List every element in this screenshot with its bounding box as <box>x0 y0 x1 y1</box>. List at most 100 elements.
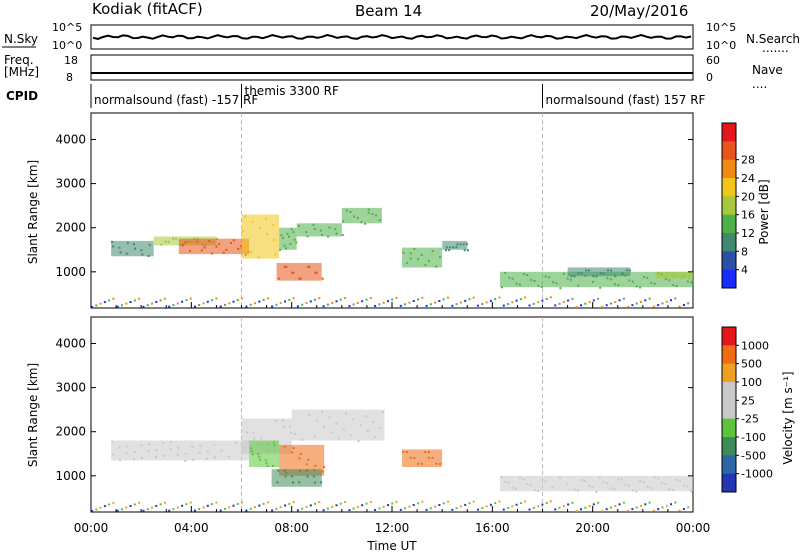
ground-scatter-pixel <box>481 303 484 305</box>
echo-pixel <box>625 269 628 272</box>
ground-scatter-pixel <box>622 501 625 504</box>
cpid-segment-1: themis 3300 RF <box>245 84 339 98</box>
noise-trace <box>92 33 692 40</box>
echo-pixel <box>240 245 243 248</box>
ground-scatter-pixel <box>155 504 158 507</box>
echo-pixel <box>621 272 624 275</box>
ground-scatter-pixel <box>275 303 278 306</box>
ground-scatter-pixel <box>318 297 321 300</box>
velocity-panel: 1000 2000 3000 4000 00:00 04:00 08:00 12:00 16:… <box>26 316 795 553</box>
ground-scatter-pixel <box>622 297 625 300</box>
echo-pixel <box>342 220 345 223</box>
ground-scatter-pixel <box>352 507 355 510</box>
echo-pixel <box>293 432 296 435</box>
echo-pixel <box>628 269 631 272</box>
echo-pixel <box>272 441 275 444</box>
ground-scatter-pixel <box>571 297 574 300</box>
echo-pixel <box>126 241 129 244</box>
ground-scatter-pixel <box>515 299 518 302</box>
ground-scatter-pixel <box>258 504 261 507</box>
colorbar-swatch <box>722 418 736 438</box>
echo-pixel <box>315 419 318 422</box>
echo-pixel <box>424 451 427 453</box>
colorbar-swatch <box>722 363 736 383</box>
echo-pixel <box>463 249 466 252</box>
echo-pixel <box>189 250 191 253</box>
colorbar-tick-label: -1000 <box>741 468 773 481</box>
ground-scatter-pixel <box>176 506 179 509</box>
echo-pixel <box>305 463 308 466</box>
ground-scatter-pixel <box>344 297 347 299</box>
echo-pixel <box>299 469 302 472</box>
echo-pixel <box>244 215 247 218</box>
echo-pixel <box>176 453 179 456</box>
ground-scatter-pixel <box>498 296 501 299</box>
echo-pixel <box>359 424 362 427</box>
ground-scatter-pixel <box>378 303 381 306</box>
ground-scatter-pixel <box>674 297 677 300</box>
echo-pixel <box>552 281 555 284</box>
echo-pixel <box>584 480 587 483</box>
ground-scatter-pixel <box>236 503 239 505</box>
echo-pixel <box>664 278 667 281</box>
ground-scatter-pixel <box>142 509 145 512</box>
ground-scatter-pixel <box>151 302 153 305</box>
echo-pixel <box>427 451 430 454</box>
echo-pixel <box>345 412 347 415</box>
echo-pixel <box>602 272 605 275</box>
ground-scatter-pixel <box>571 501 574 504</box>
echo-pixel <box>321 410 323 413</box>
echo-pixel <box>537 490 539 492</box>
echo-pixel <box>246 431 249 434</box>
echo-pixel <box>258 456 261 459</box>
echo-pixel <box>164 240 167 243</box>
echo-pixel <box>251 450 253 453</box>
echo-pixel <box>366 430 369 433</box>
x-tick-label: 16:00 <box>475 521 510 535</box>
ground-scatter-pixel <box>580 304 582 307</box>
colorbar-swatch <box>722 214 736 234</box>
ground-scatter-pixel <box>296 305 299 308</box>
echo-pixel <box>518 283 521 286</box>
y-tick-label: 2000 <box>55 221 86 235</box>
echo-pixel <box>169 448 172 450</box>
echo-pixel <box>367 211 370 214</box>
echo-pixel <box>335 422 338 425</box>
ground-scatter-pixel <box>575 510 578 512</box>
ground-scatter-pixel <box>206 300 209 303</box>
echo-pixel <box>515 487 518 490</box>
colorbar-swatch <box>722 251 736 271</box>
echo-pixel <box>285 247 288 250</box>
echo-pixel <box>306 235 309 238</box>
colorbar-tick-label: 12 <box>741 227 755 240</box>
echo-pixel <box>445 246 448 249</box>
ground-scatter-pixel <box>163 501 166 504</box>
echo-pixel <box>428 259 430 262</box>
echo-pixel <box>613 283 616 286</box>
echo-pixel <box>237 247 240 250</box>
ground-scatter-pixel <box>241 501 244 504</box>
ground-scatter-pixel <box>374 509 377 511</box>
ground-scatter-pixel <box>592 503 595 506</box>
echo-pixel <box>371 213 374 216</box>
ground-scatter-pixel <box>670 503 672 506</box>
echo-pixel <box>283 244 286 247</box>
echo-pixel <box>690 490 693 493</box>
echo-pixel <box>353 215 356 218</box>
echo-pixel <box>686 280 689 283</box>
colorbar-tick-label: 28 <box>741 154 755 167</box>
ground-scatter-pixel <box>365 298 368 301</box>
ground-scatter-pixel <box>627 305 630 308</box>
ground-scatter-pixel <box>584 506 587 509</box>
echo-pixel <box>609 278 612 281</box>
ground-scatter-pixel <box>678 509 681 512</box>
ground-scatter-pixel <box>404 303 407 306</box>
echo-pixel <box>119 459 122 462</box>
ground-scatter-pixel <box>249 303 252 306</box>
echo-pixel <box>409 257 412 260</box>
echo-pixel <box>312 475 315 478</box>
ground-scatter-pixel <box>438 300 441 302</box>
ground-scatter-pixel <box>108 503 111 506</box>
ground-scatter-pixel <box>489 503 492 506</box>
